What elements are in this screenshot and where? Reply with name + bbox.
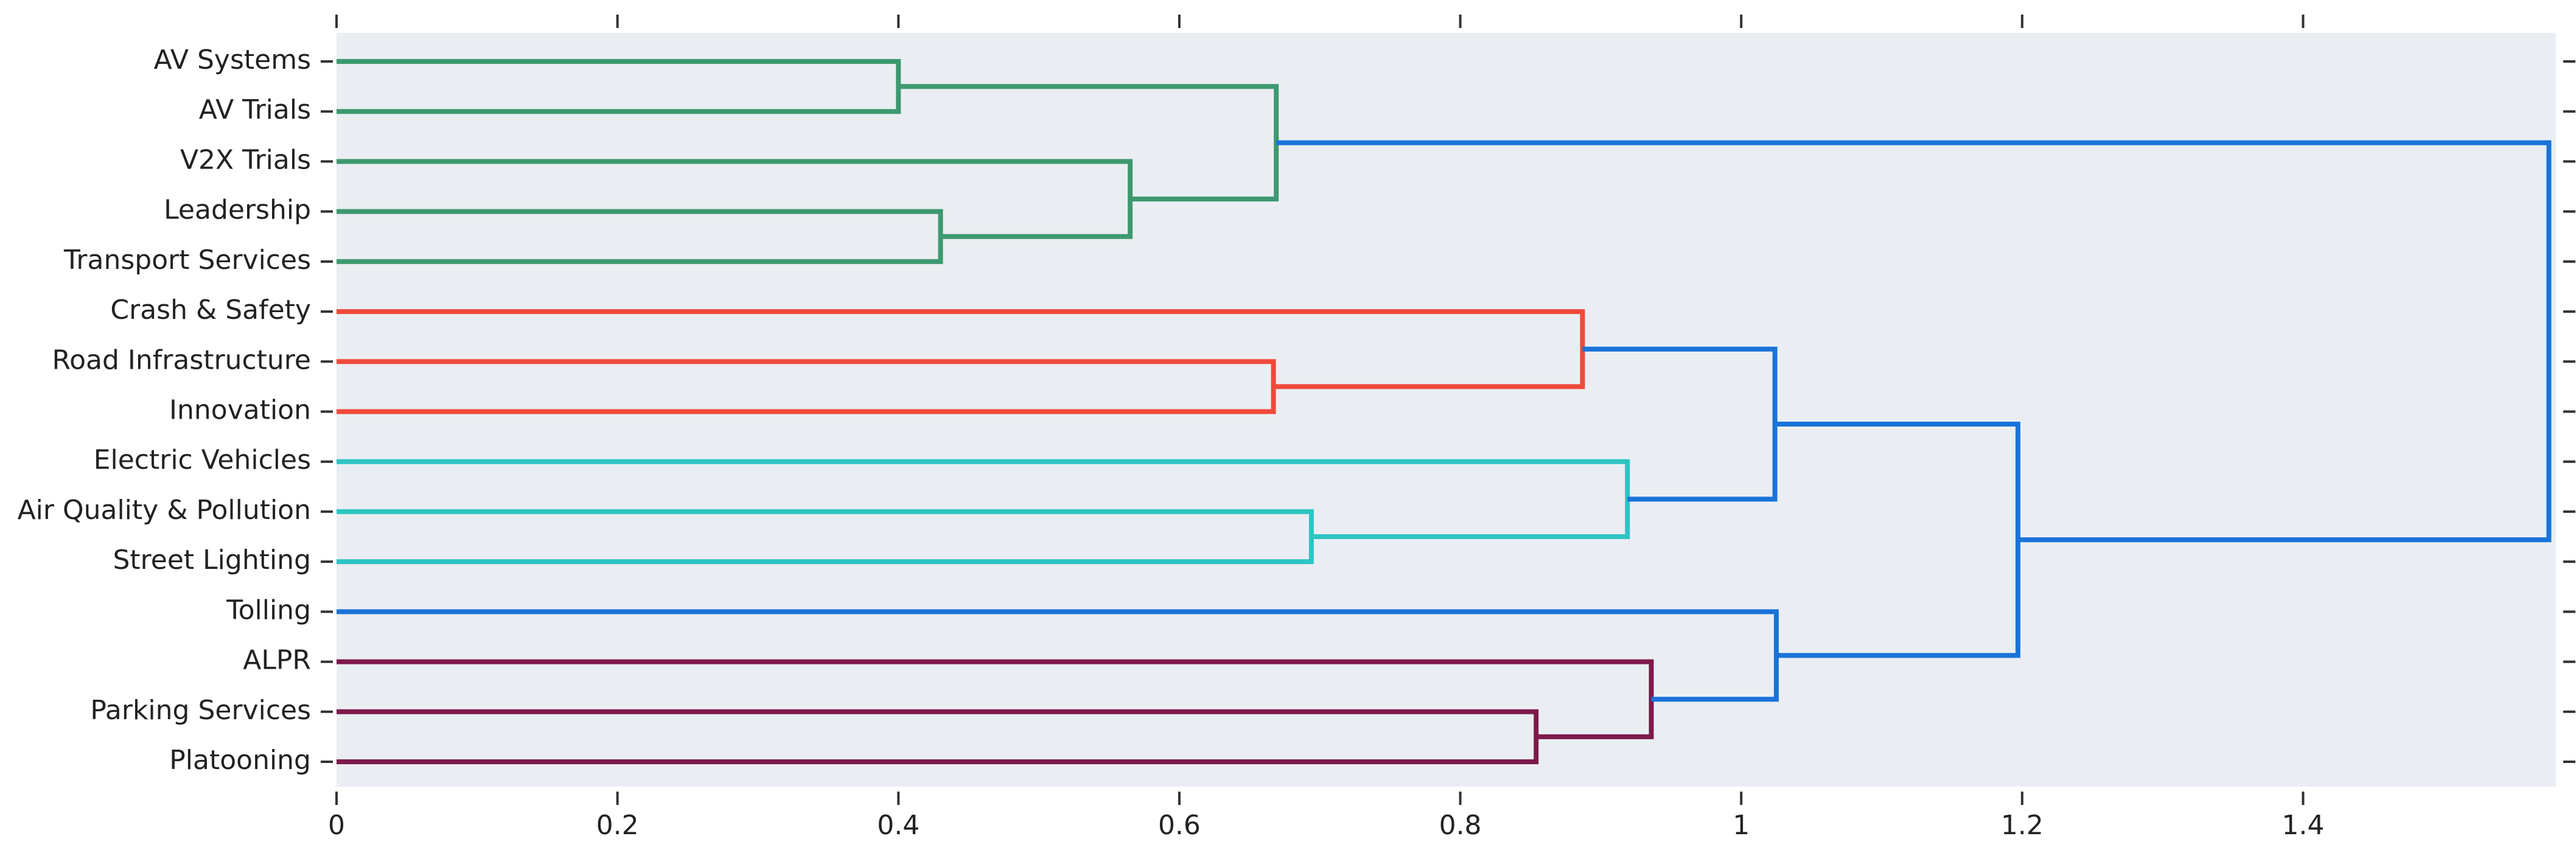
leaf-label: Street Lighting (113, 545, 311, 576)
dendrogram-link (337, 659, 1654, 739)
dendrogram-link (337, 609, 1779, 702)
leaf-label: Tolling (226, 594, 311, 625)
x-tick-label: 0.4 (877, 810, 920, 841)
leaf-label: ALPR (243, 645, 311, 676)
dendrogram-link (337, 459, 1630, 540)
x-tick-label: 1 (1733, 810, 1750, 841)
x-tick-label: 0.8 (1439, 810, 1482, 841)
leaf-label: Platooning (169, 745, 311, 776)
x-tick-label: 1.4 (2282, 810, 2325, 841)
dendrogram-link (337, 59, 901, 114)
x-tick-label: 1.2 (2001, 810, 2044, 841)
leaf-label: AV Systems (154, 44, 311, 75)
leaf-label: Road Infrastructure (52, 344, 311, 375)
x-tick-label: 0.6 (1158, 810, 1201, 841)
leaf-label: Parking Services (90, 695, 311, 726)
leaf-label: Electric Vehicles (94, 445, 311, 476)
leaf-label: Transport Services (63, 245, 311, 276)
x-tick-label: 0 (328, 810, 345, 841)
leaf-label: Innovation (169, 395, 311, 426)
dendrogram-link (1276, 140, 2552, 543)
leaf-label: V2X Trials (180, 144, 311, 175)
leaf-label: Crash & Safety (110, 294, 311, 326)
leaf-label: AV Trials (199, 94, 311, 125)
dendrogram-link (337, 509, 1314, 565)
leaf-label: Air Quality & Pollution (18, 495, 311, 526)
x-tick-label: 0.2 (596, 810, 639, 841)
leaf-label: Leadership (164, 195, 311, 226)
dendrogram-link (898, 84, 1279, 202)
